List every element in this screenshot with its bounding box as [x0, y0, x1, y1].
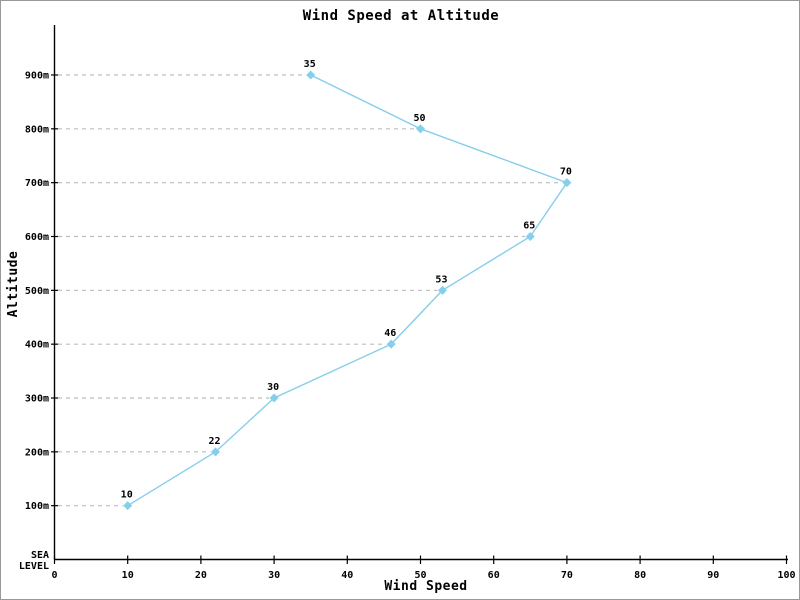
- x-tick-label: 80: [634, 570, 646, 581]
- x-tick-label: 70: [561, 570, 573, 581]
- data-point-marker: [437, 285, 447, 295]
- data-point-marker: [416, 124, 425, 134]
- x-tick-label: 0: [51, 570, 57, 581]
- data-point-label: 10: [121, 490, 133, 501]
- sea-level-label: SEA: [31, 550, 49, 561]
- data-point-marker: [123, 501, 133, 511]
- x-tick-label: 60: [488, 570, 500, 581]
- y-tick-label: 600m: [25, 232, 49, 243]
- x-tick-label: 20: [195, 570, 207, 581]
- data-point-marker: [386, 339, 396, 349]
- data-point-label: 50: [413, 113, 425, 124]
- y-tick-label: 800m: [25, 124, 49, 135]
- data-point-label: 70: [560, 167, 572, 178]
- y-tick-label: 400m: [25, 340, 49, 351]
- y-tick-label: 700m: [25, 178, 49, 189]
- data-point-label: 46: [384, 328, 396, 339]
- x-tick-label: 90: [707, 570, 719, 581]
- data-point-marker: [211, 447, 221, 457]
- x-tick-label: 10: [122, 570, 134, 581]
- y-tick-label: 200m: [25, 447, 49, 458]
- x-axis-title: Wind Speed: [384, 579, 467, 594]
- y-tick-label: 100m: [25, 501, 49, 512]
- y-tick-label: 300m: [25, 394, 49, 405]
- data-point-label: 22: [209, 436, 221, 447]
- plot-area: 100m 200m 300m 400m 500m 600m 700m 800m 900m SEAL…: [19, 25, 796, 581]
- y-tick-label: 900m: [25, 71, 49, 82]
- y-tick-label: 500m: [25, 286, 49, 297]
- data-point-label: 53: [435, 274, 447, 285]
- x-tick-label: 100: [777, 570, 795, 581]
- x-tick-label: 50: [414, 570, 426, 581]
- x-tick-label: 30: [268, 570, 280, 581]
- data-point-label: 35: [304, 59, 316, 70]
- data-point-marker: [525, 232, 535, 241]
- data-point-label: 65: [523, 221, 535, 232]
- data-point-label: 30: [267, 382, 279, 393]
- data-point-marker: [306, 70, 316, 80]
- sea-level-label: LEVEL: [19, 561, 49, 572]
- y-axis-title: Altitude: [6, 251, 21, 318]
- data-point-marker: [269, 393, 279, 403]
- x-tick-label: 40: [341, 570, 353, 581]
- chart-title: Wind Speed at Altitude: [303, 8, 499, 24]
- data-point-marker: [562, 178, 572, 188]
